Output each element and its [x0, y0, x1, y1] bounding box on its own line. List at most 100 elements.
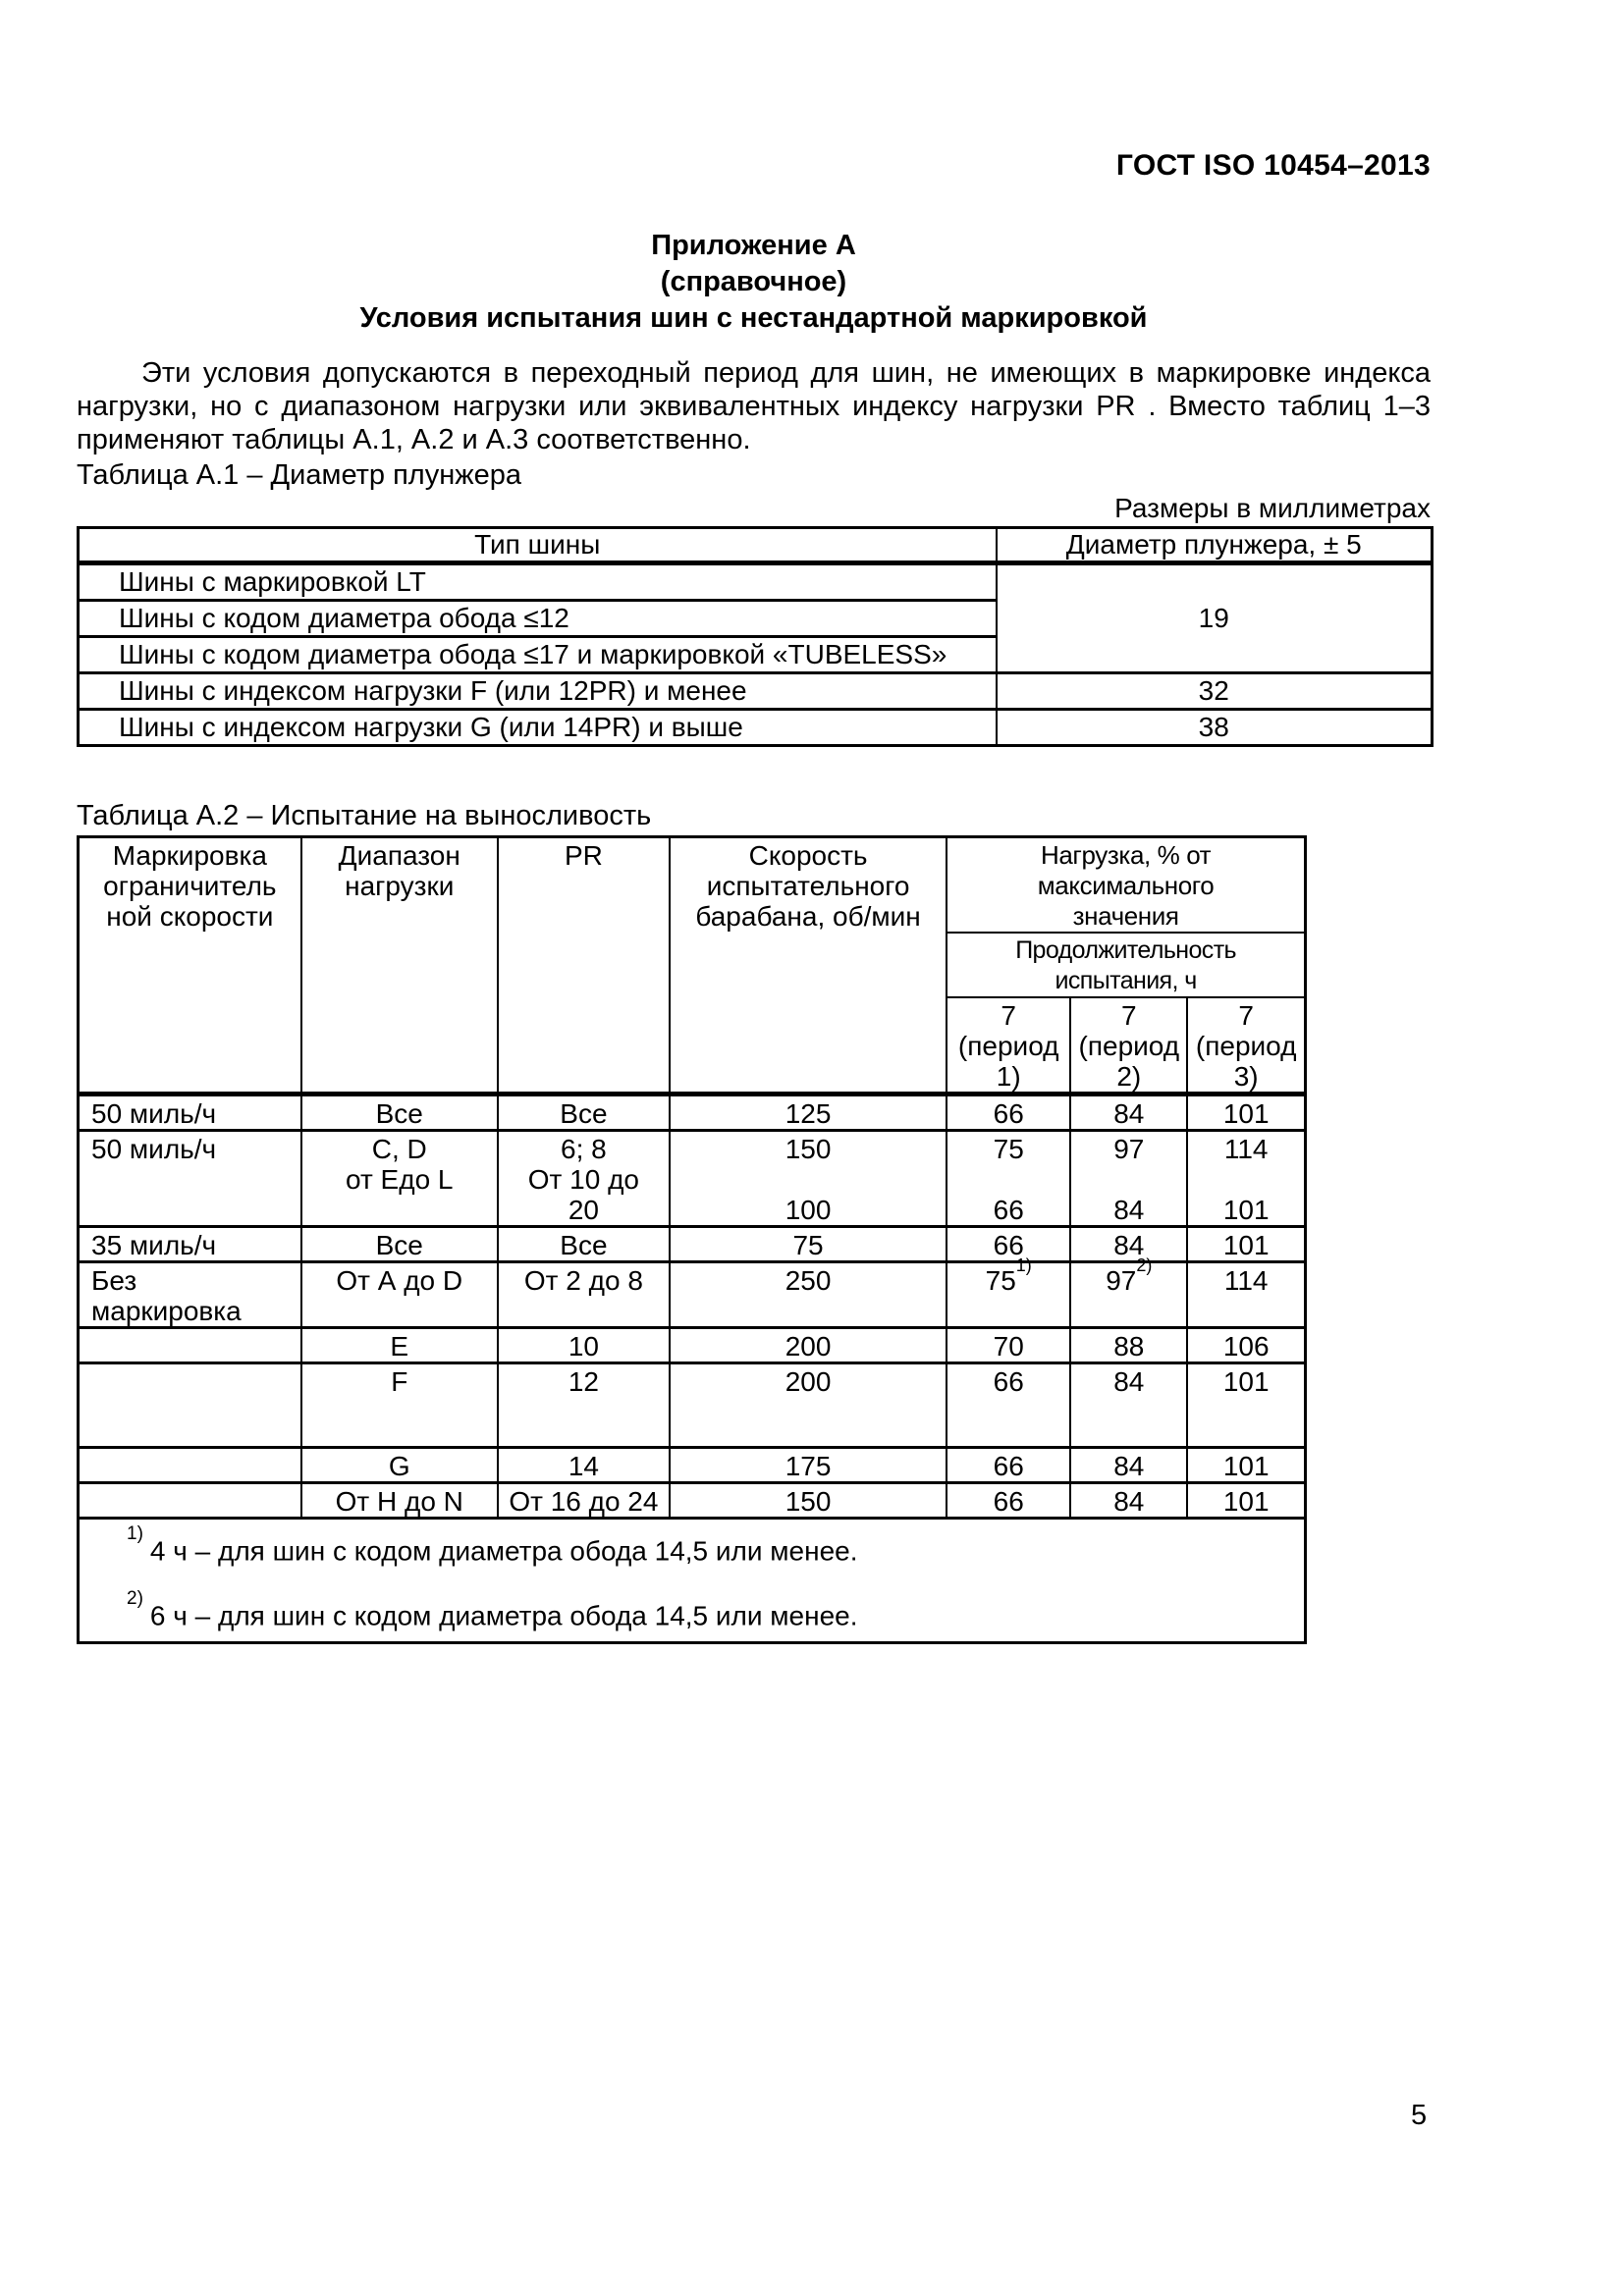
cell-diameter: 38: [995, 708, 1434, 747]
footnote-1-marker: 1): [127, 1523, 143, 1544]
col-header-tire-type: Тип шины: [77, 526, 998, 565]
cell-period-2: 84: [1069, 1362, 1189, 1449]
cell-pr: От 2 до 8: [496, 1260, 671, 1329]
cell-marking: [77, 1362, 302, 1449]
table-row: E 10 200 70 88 106: [77, 1326, 1307, 1364]
cell-period-1: 66: [946, 1481, 1072, 1520]
cell-pr: 10: [496, 1326, 671, 1364]
cell-period-1: 66: [946, 1093, 1072, 1132]
footnote-1-text: 4 ч – для шин с кодом диаметра обода 14,…: [149, 1535, 858, 1567]
col-header-pr: PR: [496, 835, 671, 1096]
cell-marking: [77, 1446, 302, 1484]
table-row: F 12 200 66 84 101: [77, 1362, 1307, 1449]
units-note: Размеры в миллиметрах: [1114, 493, 1431, 523]
table-a2-header-row-2: Продолжительность испытания, ч: [79, 932, 1307, 998]
cell-pr: 14: [496, 1446, 671, 1484]
cell-speed: 125: [668, 1093, 948, 1132]
doc-number: ГОСТ ISO 10454–2013: [1115, 149, 1431, 182]
table-row: G 14 175 66 84 101: [77, 1446, 1307, 1484]
table-a2: Маркировка ограничитель ной скорости Диа…: [77, 835, 1307, 1644]
cell-period-2: 88: [1069, 1326, 1189, 1364]
table-row: Шины с индексом нагрузки G (или 14PR) и …: [77, 708, 1434, 747]
table-row: 50 миль/ч C, D от Едо L 6; 8 От 10 до 20…: [77, 1129, 1307, 1228]
cell-range: E: [299, 1326, 499, 1364]
footnote-ref-2: 2): [1136, 1255, 1153, 1275]
col-header-load-range: Диапазон нагрузки: [299, 835, 499, 1096]
cell-tire-type: Шины с индексом нагрузки G (или 14PR) и …: [77, 708, 998, 747]
cell-period-1: 751): [946, 1256, 1072, 1329]
cell-period-2: 84: [1069, 1446, 1189, 1484]
cell-range: Все: [299, 1225, 499, 1263]
cell-period-1: 66: [946, 1446, 1072, 1484]
cell-period-3: 106: [1186, 1326, 1307, 1364]
cell-period-2: 84: [1069, 1093, 1189, 1132]
table-row: Шины с кодом диаметра обода ≤12: [77, 599, 1433, 638]
footnote-2-marker: 2): [127, 1588, 143, 1610]
cell-tire-type: Шины с индексом нагрузки F (или 12PR) и …: [77, 671, 998, 711]
cell-tire-type: Шины с маркировкой LT: [77, 561, 998, 602]
appendix-title-line1: Приложение А: [651, 230, 856, 261]
cell-range: G: [299, 1446, 499, 1484]
footnote-2: 2) 6 ч – для шин с кодом диаметра обода 1…: [127, 1588, 1294, 1631]
col-header-drum-speed: Скорость испытательного барабана, об/мин: [668, 835, 948, 1096]
table-row: Шины с маркировкой LT 19: [77, 561, 1434, 674]
table-row: От Н до N От 16 до 24 150 66 84 101: [77, 1481, 1307, 1520]
cell-period-3: 101: [1186, 1446, 1307, 1484]
cell-speed: 200: [668, 1362, 948, 1449]
cell-range: C, D от Едо L: [299, 1129, 499, 1228]
table-row: 35 миль/ч Все Все 75 66 84 101: [77, 1225, 1307, 1263]
cell-speed: 150: [668, 1481, 948, 1520]
footnote-1: 1) 4 ч – для шин с кодом диаметра обода 1…: [127, 1523, 1294, 1567]
cell-range: От А до D: [299, 1260, 499, 1329]
cell-range: Все: [299, 1093, 499, 1132]
cell-pr: 6; 8 От 10 до 20: [496, 1129, 671, 1228]
cell-speed: 200: [668, 1326, 948, 1364]
cell-speed: 75: [668, 1225, 948, 1263]
col-header-plunger-diameter: Диаметр плунжера, ± 5: [995, 526, 1434, 565]
appendix-title-line3: Условия испытания шин с нестандартной ма…: [359, 302, 1148, 334]
cell-pr: 12: [496, 1362, 671, 1449]
cell-period-3: 101: [1186, 1093, 1307, 1132]
cell-marking: 50 миль/ч: [77, 1093, 302, 1132]
cell-marking: [77, 1326, 302, 1364]
cell-period-2: 972): [1069, 1256, 1189, 1329]
cell-period-1: 70: [946, 1326, 1072, 1364]
col-header-duration: Продолжительность испытания, ч: [946, 932, 1307, 998]
cell-pr: От 16 до 24: [496, 1481, 671, 1520]
table-row: 50 миль/ч Все Все 125 66 84 101: [77, 1093, 1307, 1132]
cell-period-1: 75 66: [946, 1129, 1072, 1228]
footnote-2-text: 6 ч – для шин с кодом диаметра обода 14,…: [149, 1600, 858, 1631]
cell-tire-type: Шины с кодом диаметра обода ≤12: [77, 599, 998, 638]
footnotes-cell: 1) 4 ч – для шин с кодом диаметра обода 1…: [77, 1517, 1307, 1644]
cell-marking: [77, 1481, 302, 1520]
cell-period-2: 97 84: [1069, 1129, 1189, 1228]
cell-period-1: 66: [946, 1225, 1072, 1263]
table-row: Шины с индексом нагрузки F (или 12PR) и …: [77, 671, 1434, 711]
table-row: Шины с кодом диаметра обода ≤17 и маркир…: [77, 635, 1433, 674]
cell-range: От Н до N: [299, 1481, 499, 1520]
col-header-speed-marking: Маркировка ограничитель ной скорости: [77, 835, 302, 1096]
table-a2-header-row-1: Маркировка ограничитель ной скорости Диа…: [77, 835, 1307, 1096]
cell-period-2: 84: [1069, 1481, 1189, 1520]
table-row-footnotes: 1) 4 ч – для шин с кодом диаметра обода 1…: [77, 1517, 1307, 1644]
cell-marking: Без маркировка: [77, 1260, 302, 1329]
table-a2-header-row-3: 7 (период 1) 7 (период 2) 7 (период 3): [79, 996, 1307, 1096]
cell-period-3: 101: [1186, 1225, 1307, 1263]
cell-pr: Все: [496, 1225, 671, 1263]
col-header-period-2: 7 (период 2): [1069, 996, 1189, 1096]
cell-period-3: 114 101: [1186, 1129, 1307, 1228]
cell-marking: 35 миль/ч: [77, 1225, 302, 1263]
table-a2-caption: Таблица А.2 – Испытание на выносливость: [77, 800, 652, 831]
intro-paragraph: Эти условия допускаются в переходный пер…: [77, 357, 1431, 455]
cell-period-2: 84: [1069, 1225, 1189, 1263]
page-content: ГОСТ ISO 10454–2013 Приложение А (справо…: [77, 0, 1434, 1644]
cell-pr: Все: [496, 1093, 671, 1132]
cell-speed: 175: [668, 1446, 948, 1484]
cell-range: F: [299, 1362, 499, 1449]
table-a1-header-row: Тип шины Диаметр плунжера, ± 5: [77, 526, 1434, 565]
cell-speed: 250: [668, 1260, 948, 1329]
table-a1: Тип шины Диаметр плунжера, ± 5 Шины с ма…: [77, 526, 1434, 747]
cell-diameter-merged: 19: [995, 561, 1434, 674]
col-header-period-3: 7 (период 3): [1186, 996, 1307, 1096]
